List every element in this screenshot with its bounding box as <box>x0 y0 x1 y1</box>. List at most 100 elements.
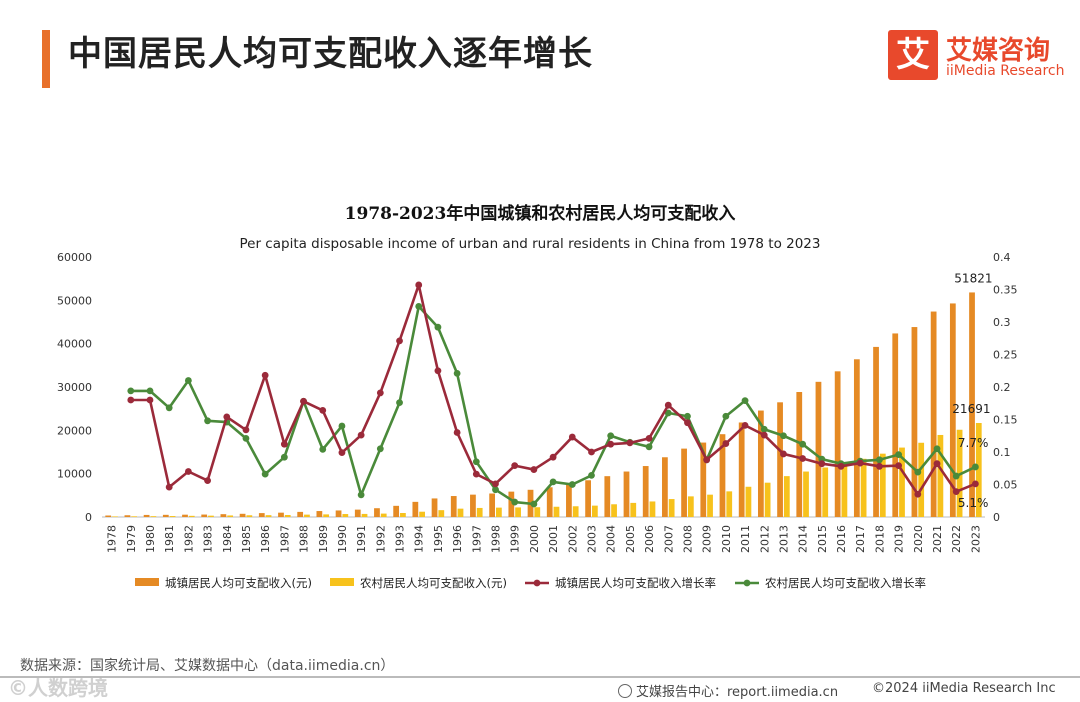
income-chart: 1978-2023年中国城镇和农村居民人均可支配收入 Per capita dis… <box>57 203 1018 590</box>
rural-growth-point <box>146 387 154 395</box>
x-tick-label: 1980 <box>144 525 157 553</box>
urban-income-bar <box>969 292 975 517</box>
rural-growth-point <box>722 412 730 420</box>
x-tick-label: 1991 <box>355 525 368 553</box>
rural-income-bar <box>975 423 982 517</box>
urban-growth-point <box>242 426 250 434</box>
x-tick-label: 2020 <box>912 525 925 553</box>
x-tick-label: 1986 <box>259 525 272 553</box>
urban-growth-point <box>703 456 711 464</box>
urban-growth-point <box>684 419 691 427</box>
urban-growth-point <box>396 337 403 345</box>
x-tick-label: 2016 <box>835 525 848 553</box>
urban-income-bar <box>297 511 304 517</box>
urban-income-bar <box>143 514 150 517</box>
rural-income-bar <box>687 496 694 517</box>
x-tick-label: 2015 <box>816 525 829 553</box>
urban-income-bar <box>566 483 572 517</box>
chart-subtitle: Per capita disposable income of urban an… <box>240 236 821 252</box>
legend-urban-rate-label: 城镇居民人均可支配收入增长率 <box>555 576 716 590</box>
urban-growth-point <box>184 468 192 475</box>
urban-growth-point <box>453 429 461 436</box>
x-tick-label: 1978 <box>106 525 119 553</box>
urban-growth-point <box>914 490 922 498</box>
rural-growth-point <box>242 434 250 442</box>
rural-income-bar <box>169 516 176 517</box>
urban-growth-point <box>664 401 672 409</box>
rural-income-bar <box>745 486 752 517</box>
urban-income-bar <box>162 514 169 517</box>
footer-report-text: 艾媒报告中心：report.iimedia.cn <box>636 685 839 700</box>
urban-income-bar <box>719 434 726 517</box>
urban-income-bar <box>470 494 476 517</box>
urban-growth-point <box>741 421 749 429</box>
x-tick-label: 2005 <box>624 525 637 553</box>
iimedia-logo: 艾 艾媒咨询 iiMedia Research <box>888 30 1065 82</box>
urban-growth-point <box>165 483 173 491</box>
x-tick-label: 2013 <box>777 525 790 553</box>
rural-income-bar <box>822 467 829 517</box>
urban-growth-point <box>300 397 307 405</box>
rural-income-bar <box>553 506 560 517</box>
rural-growth-point <box>357 491 365 499</box>
rural-growth-point <box>588 472 595 479</box>
rural-growth-point <box>933 445 941 453</box>
urban-income-bar <box>105 515 112 517</box>
urban-income-bar <box>700 442 707 517</box>
rural-growth-point <box>914 468 922 476</box>
y-right-tick-label: 0.25 <box>993 349 1018 362</box>
footer-report-link[interactable]: 艾媒报告中心：report.iimedia.cn <box>618 681 838 700</box>
legend-urban-income-label: 城镇居民人均可支配收入(元) <box>165 576 312 590</box>
x-tick-label: 1994 <box>413 525 426 553</box>
rural-income-bar <box>918 442 925 517</box>
x-tick-label: 1996 <box>451 525 464 553</box>
x-tick-label: 1979 <box>125 525 138 553</box>
urban-growth-point <box>876 462 883 470</box>
y-right-tick-label: 0.3 <box>993 316 1011 329</box>
x-tick-label: 2006 <box>643 525 656 553</box>
rural-growth-point <box>319 446 327 453</box>
rural-growth-point <box>511 498 519 506</box>
urban-income-bar <box>585 480 591 517</box>
x-tick-label: 1997 <box>470 525 483 553</box>
rural-growth-point <box>184 377 192 384</box>
x-tick-label: 1988 <box>298 525 311 553</box>
rural-growth-point <box>760 425 768 433</box>
x-tick-label: 2008 <box>681 525 694 553</box>
rural-income-bar <box>899 447 905 517</box>
x-tick-label: 2019 <box>893 525 906 553</box>
legend-rural-rate-label: 农村居民人均可支配收入增长率 <box>765 576 926 590</box>
page-title: 中国居民人均可支配收入逐年增长 <box>68 34 593 74</box>
x-tick-label: 2009 <box>701 525 714 553</box>
y-right-tick-label: 0.35 <box>993 284 1018 297</box>
y-left-tick-label: 50000 <box>57 294 92 307</box>
urban-growth-point <box>780 450 787 458</box>
urban-rate-last-label: 5.1% <box>958 496 989 510</box>
rural-growth-point <box>396 399 403 406</box>
x-tick-label: 2022 <box>950 525 963 553</box>
urban-growth-point <box>722 440 730 447</box>
rural-growth-point <box>338 422 346 430</box>
rural-growth-point <box>434 323 442 331</box>
x-tick-label: 2017 <box>854 525 867 553</box>
rural-income-bar <box>457 508 464 517</box>
rural-income-bar <box>208 515 214 517</box>
rural-income-bar <box>380 513 387 517</box>
urban-growth-point <box>319 407 327 414</box>
rural-income-bar <box>668 499 675 517</box>
urban-growth-point <box>415 281 423 289</box>
urban-growth-point <box>607 440 615 448</box>
rural-growth-point <box>741 397 749 405</box>
rural-income-bar <box>783 476 790 517</box>
rural-income-bar <box>803 471 809 517</box>
x-tick-label: 2023 <box>969 525 982 553</box>
rural-income-bar <box>131 516 138 517</box>
x-tick-label: 1984 <box>221 525 234 553</box>
x-tick-label: 1981 <box>163 525 176 553</box>
rural-income-bar <box>438 510 445 517</box>
logo-en-text: iiMedia Research <box>946 63 1065 79</box>
rural-income-bar <box>707 494 713 517</box>
rural-income-bar <box>937 434 944 517</box>
rural-growth-point <box>165 404 173 412</box>
urban-income-bar <box>911 327 918 517</box>
